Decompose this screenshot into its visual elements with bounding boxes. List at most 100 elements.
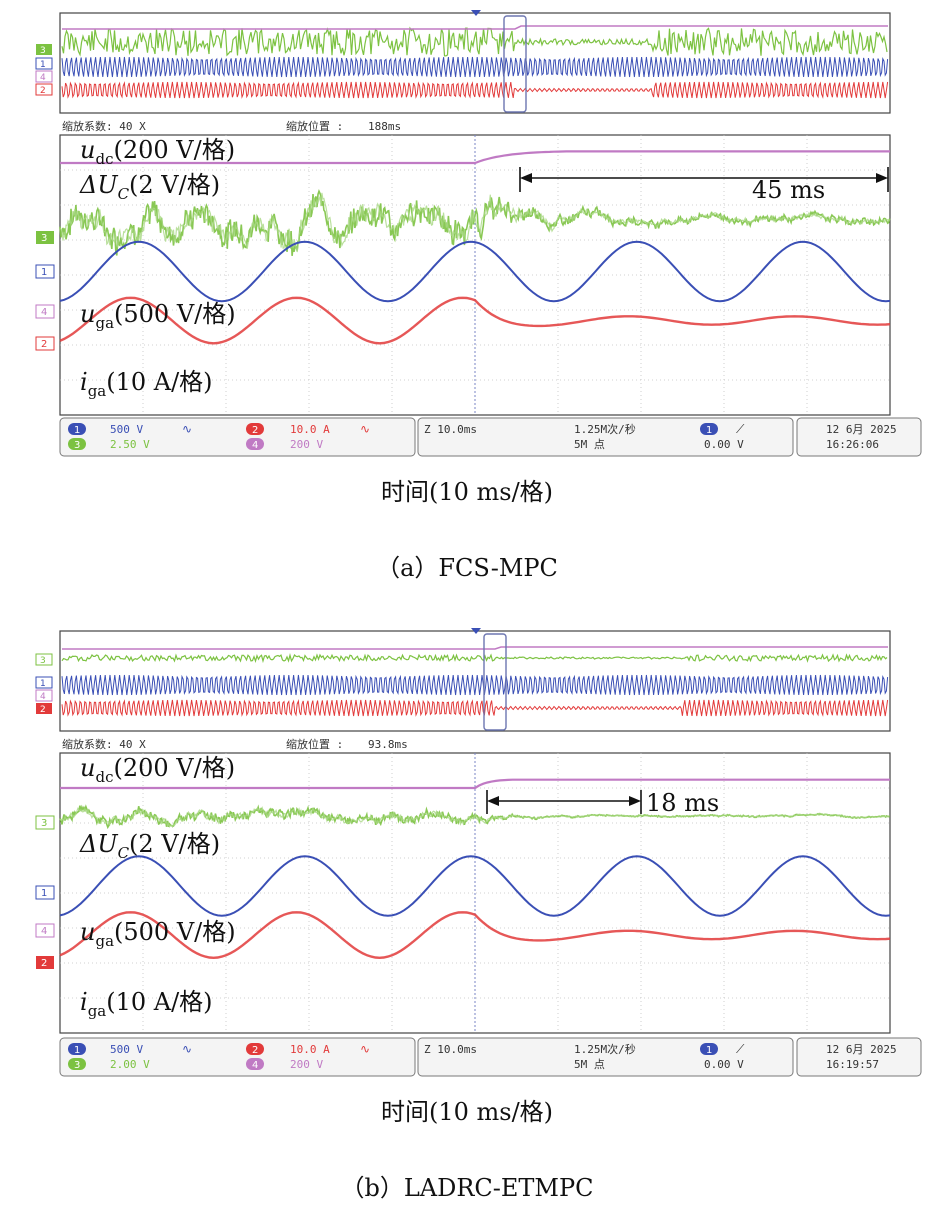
iga-trace [59,296,891,345]
svg-text:3: 3 [41,233,47,244]
time-a: 16:26:06 [826,438,879,451]
zoom-position-label-b: 缩放位置 : [286,737,343,751]
svg-text:∿: ∿ [360,1042,370,1056]
label-udc-b: udc(200 V/格) [80,754,235,786]
uga-trace [59,240,891,303]
trigger-level-a: 0.00 V [704,438,744,451]
svg-text:1: 1 [74,425,80,436]
svg-text:2: 2 [40,86,46,96]
settling-time-label-a: 45 ms [752,176,825,204]
zoom-position-value-a: 188ms [368,120,401,133]
overview-traces-b [61,646,889,717]
label-duc-a: ΔUC(2 V/格) [79,171,220,203]
svg-text:1: 1 [40,679,46,689]
overview-iga [61,699,889,717]
ch3-scale-a: 2.50 V [110,438,150,451]
record-length-a: 5M 点 [574,438,605,451]
svg-text:1: 1 [41,888,47,899]
label-uga-b: uga(500 V/格) [80,918,236,950]
ch3-scale-b: 2.00 V [110,1058,150,1071]
udc-trace [60,150,890,165]
svg-text:∿: ∿ [360,422,370,436]
overview-uga [61,674,889,696]
svg-text:2: 2 [252,1045,258,1056]
svg-text:2: 2 [41,958,47,969]
trigger-marker-b [471,628,481,634]
label-uga-a: uga(500 V/格) [80,300,236,332]
overview-udc [62,25,888,30]
status-bar-b: 1 500 V ∿ 3 2.00 V 2 10.0 A ∿ 4 200 V Z … [59,1037,922,1077]
overview-duc [61,26,888,57]
sample-rate-a: 1.25M次/秒 [574,422,636,436]
label-udc-a: udc(200 V/格) [80,136,235,168]
traces-a [59,150,891,345]
svg-text:1: 1 [706,1045,712,1056]
svg-text:2: 2 [40,705,46,715]
settling-annotation-a [519,167,889,192]
duc-trace-envelope [59,805,890,829]
date-b: 12 6月 2025 [826,1043,897,1056]
status-bar-a: 1 500 V ∿ 3 2.50 V 2 10.0 A ∿ 4 200 V Z … [59,417,922,457]
svg-text:4: 4 [41,307,47,318]
svg-text:1: 1 [706,425,712,436]
grid-b [60,753,890,1033]
oscilloscope-screen-a: 3 1 4 2 缩放系数: 40 X 缩放位置 : 188ms udc(200 … [35,10,922,457]
svg-text:1: 1 [40,60,46,70]
trigger-marker-a [471,10,481,16]
trigger-level-b: 0.00 V [704,1058,744,1071]
zoom-window-a [503,15,527,113]
overview-iga [61,81,889,99]
sample-rate-b: 1.25M次/秒 [574,1042,636,1056]
ch1-scale-a: 500 V [110,423,143,436]
zoom-position-label-a: 缩放位置 : [286,119,343,133]
ch2-scale-a: 10.0 A [290,423,330,436]
settling-time-label-b: 18 ms [646,789,719,817]
main-channel-markers-b: 3 1 4 2 [35,815,55,969]
timebase-b: Z 10.0ms [424,1043,477,1056]
zoom-position-value-b: 93.8ms [368,738,408,751]
duc-trace-envelope [59,192,890,252]
svg-text:4: 4 [252,440,258,451]
label-iga-a: iga(10 A/格) [80,368,213,400]
x-axis-caption-b: 时间(10 ms/格) [380,1098,554,1126]
udc-trace [60,778,890,790]
traces-b [59,778,891,960]
overview-duc [61,653,888,664]
svg-text:2: 2 [41,339,47,350]
zoom-window-b [483,633,507,731]
uga-trace [59,855,891,917]
settling-annotation-b [486,790,642,814]
subfigure-caption-b: （b）LADRC-ETMPC [340,1174,594,1202]
svg-text:1: 1 [74,1045,80,1056]
zoom-factor-label-a: 缩放系数: 40 X [62,119,146,133]
ch1-scale-b: 500 V [110,1043,143,1056]
svg-text:⟋: ⟋ [736,1042,745,1056]
svg-text:2: 2 [252,425,258,436]
svg-text:3: 3 [40,656,46,666]
timebase-a: Z 10.0ms [424,423,477,436]
oscilloscope-screen-b: 3 1 4 2 缩放系数: 40 X 缩放位置 : 93.8ms udc(200… [35,628,922,1077]
overview-channel-markers-a: 3 1 4 2 [35,44,53,96]
record-length-b: 5M 点 [574,1058,605,1071]
ch4-scale-b: 200 V [290,1058,323,1071]
x-axis-caption-a: 时间(10 ms/格) [380,478,554,506]
ch2-scale-b: 10.0 A [290,1043,330,1056]
grid-a [60,135,890,415]
svg-text:4: 4 [40,692,46,702]
svg-text:4: 4 [41,926,47,937]
overview-uga [61,56,889,78]
ch4-scale-a: 200 V [290,438,323,451]
svg-text:∿: ∿ [182,1042,192,1056]
svg-text:3: 3 [74,1060,80,1071]
overview-udc [62,646,888,650]
svg-text:1: 1 [41,267,47,278]
overview-traces-a [61,25,889,99]
svg-text:4: 4 [252,1060,258,1071]
date-a: 12 6月 2025 [826,423,897,436]
figure-b: 3 1 4 2 缩放系数: 40 X 缩放位置 : 93.8ms udc(200… [0,618,934,1208]
svg-text:⟋: ⟋ [736,422,745,436]
overview-channel-markers-b: 3 1 4 2 [35,653,53,715]
svg-text:3: 3 [74,440,80,451]
svg-text:4: 4 [40,73,46,83]
figure-a: 3 1 4 2 缩放系数: 40 X 缩放位置 : 188ms udc(200 … [0,0,934,600]
